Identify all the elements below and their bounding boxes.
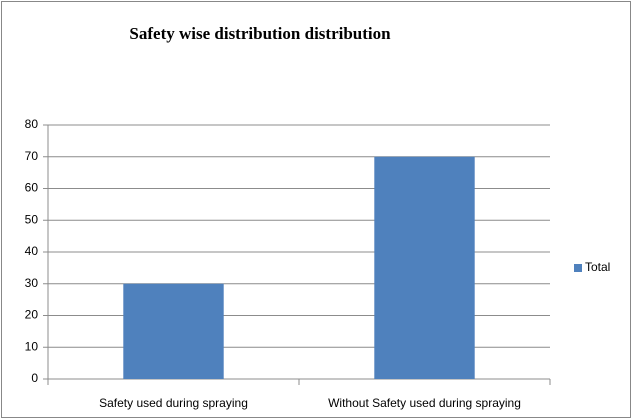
bar xyxy=(374,156,475,379)
y-tick-label: 40 xyxy=(25,244,39,258)
y-tick-label: 50 xyxy=(25,212,39,226)
legend-swatch xyxy=(574,264,582,272)
y-tick-label: 30 xyxy=(25,276,39,290)
y-tick-label: 20 xyxy=(25,308,39,322)
y-tick-label: 0 xyxy=(31,371,38,385)
y-tick-label: 80 xyxy=(25,117,39,131)
bar xyxy=(123,283,224,379)
x-tick-label: Without Safety used during spraying xyxy=(328,396,521,410)
y-tick-label: 60 xyxy=(25,181,39,195)
x-tick-label: Safety used during spraying xyxy=(99,396,248,410)
y-tick-label: 10 xyxy=(25,339,39,353)
legend-label: Total xyxy=(585,260,610,274)
y-tick-label: 70 xyxy=(25,149,39,163)
chart-title: Safety wise distribution distribution xyxy=(129,24,391,43)
